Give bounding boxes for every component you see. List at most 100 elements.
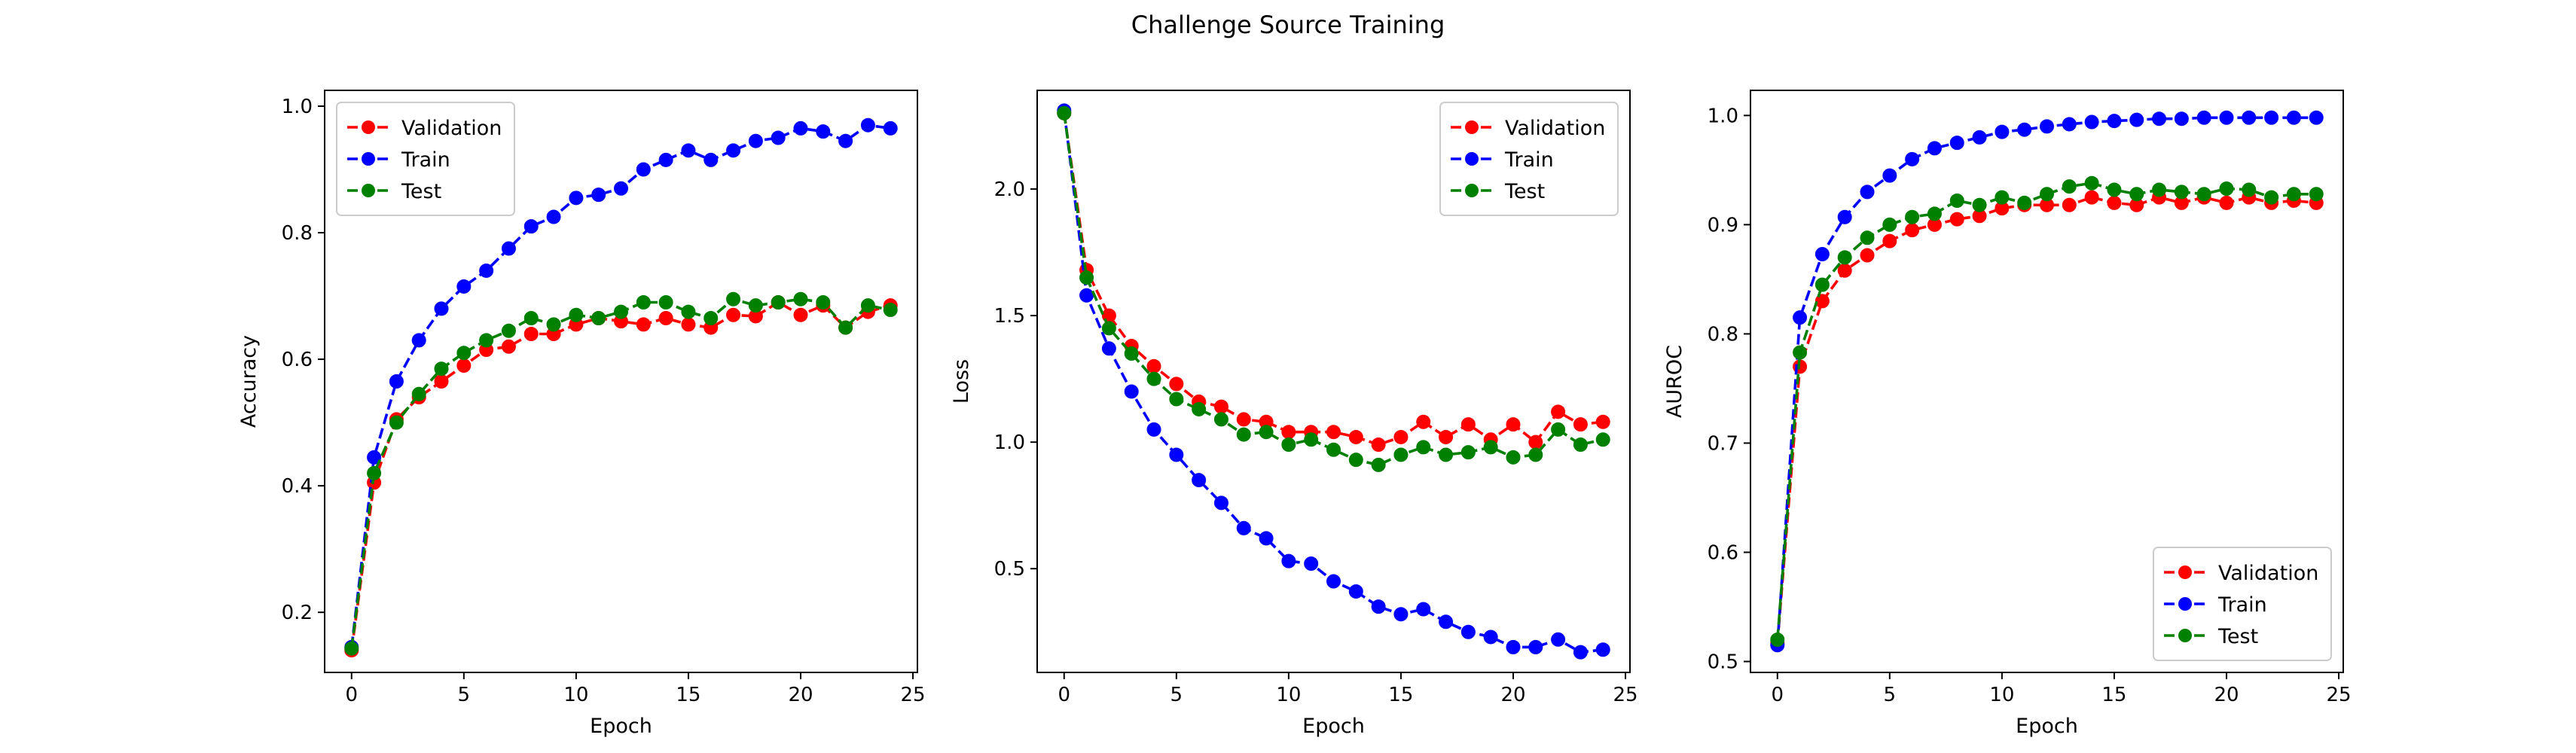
data-point-train [1079, 288, 1094, 303]
data-point-test [434, 361, 449, 376]
data-point-train [501, 241, 516, 256]
data-point-test [2084, 175, 2099, 191]
data-point-train [1124, 384, 1139, 399]
data-point-validation [1551, 404, 1566, 419]
data-point-train [434, 301, 449, 316]
data-point-train [658, 152, 673, 167]
data-point-validation [1348, 429, 1363, 444]
data-point-test [2242, 182, 2257, 197]
data-point-test [1595, 432, 1610, 447]
data-point-test [748, 298, 763, 313]
data-point-test [2129, 187, 2144, 202]
data-point-test [501, 323, 516, 338]
data-point-test [591, 310, 606, 325]
data-point-test [456, 346, 472, 361]
data-point-test [411, 386, 426, 401]
data-point-test [389, 415, 404, 430]
data-point-validation [2084, 190, 2099, 205]
data-point-train [1236, 520, 1251, 535]
data-point-train [1551, 632, 1566, 647]
data-point-validation [1595, 414, 1610, 429]
data-point-test [569, 307, 584, 322]
data-point-test [883, 303, 898, 318]
data-point-train [1837, 209, 1852, 224]
data-point-test [771, 294, 786, 309]
data-point-train [2286, 110, 2301, 125]
data-point-train [1949, 136, 1964, 151]
data-point-train [681, 143, 696, 158]
data-point-test [546, 317, 561, 332]
y-tick-label: 0.6 [1708, 541, 1738, 564]
data-point-train [1281, 553, 1296, 569]
data-point-validation [434, 374, 449, 389]
data-point-test [838, 320, 853, 335]
data-point-validation [523, 326, 539, 341]
data-point-train [1595, 642, 1610, 657]
data-point-train [411, 333, 426, 348]
data-point-train [2264, 110, 2279, 125]
y-tick-label: 0.8 [282, 222, 313, 245]
data-point-validation [793, 307, 808, 322]
data-point-train [591, 187, 606, 203]
subplot-auroc: 0 5 10 15 20 25 0.5 0.6 0.7 0.8 0.9 1.0 Epoch AUROC Va… [1663, 90, 2352, 738]
x-tick-label: 5 [1170, 684, 1183, 706]
legend-marker-train [1465, 152, 1479, 166]
data-point-validation [1393, 429, 1409, 444]
data-point-test [1348, 453, 1363, 468]
legend-marker-validation [2178, 566, 2192, 579]
data-point-train [2084, 114, 2099, 130]
data-point-validation [1837, 263, 1852, 278]
data-point-validation [1949, 212, 1964, 227]
data-point-test [2219, 181, 2234, 197]
data-point-train [1905, 151, 1920, 166]
legend: Validation Train Test [336, 102, 515, 216]
data-point-train [1439, 614, 1454, 630]
data-point-train [1483, 630, 1498, 645]
data-point-test [1528, 447, 1543, 462]
data-point-train [2196, 110, 2211, 125]
data-point-test [1882, 217, 1897, 232]
data-point-validation [1528, 434, 1543, 450]
data-point-train [1793, 310, 1808, 325]
x-axis-label: Epoch [1302, 715, 1365, 738]
legend-box [2153, 547, 2332, 661]
x-tick-label: 10 [1276, 684, 1301, 706]
data-point-train [367, 450, 382, 465]
plot-frame [324, 90, 918, 673]
data-point-train [771, 130, 786, 145]
data-point-train [1326, 574, 1341, 589]
legend-marker-validation [362, 120, 375, 134]
data-point-test [1573, 437, 1588, 453]
legend: Validation Train Test [2153, 547, 2332, 661]
data-point-train [1101, 341, 1116, 356]
x-tick-label: 10 [1989, 684, 2014, 706]
y-tick-label: 2.0 [994, 178, 1025, 201]
data-point-validation [1169, 376, 1184, 392]
data-point-train [1506, 639, 1521, 654]
x-tick-label: 20 [788, 684, 813, 706]
data-point-test [726, 291, 741, 306]
data-point-validation [1146, 358, 1161, 373]
data-point-test [1146, 371, 1161, 386]
data-point-train [2107, 114, 2122, 129]
x-tick-label: 5 [458, 684, 471, 706]
legend-marker-test [2178, 629, 2192, 642]
data-point-train [456, 279, 472, 294]
data-point-validation [501, 339, 516, 354]
data-point-train [1927, 141, 1942, 156]
data-point-test [1371, 457, 1386, 472]
plot-frame [1036, 90, 1631, 673]
data-point-train [1814, 247, 1830, 262]
legend-label-train: Train [1504, 148, 1554, 172]
y-tick-label: 0.2 [282, 602, 313, 624]
y-tick-label: 0.4 [282, 475, 313, 498]
data-point-train [523, 219, 539, 234]
data-point-test [793, 291, 808, 306]
data-point-test [1905, 209, 1920, 224]
data-point-train [2309, 110, 2324, 125]
y-tick-label: 0.8 [1708, 323, 1738, 346]
data-point-test [2286, 187, 2301, 202]
x-tick-label: 25 [1613, 684, 1637, 706]
data-point-test [1079, 270, 1094, 285]
